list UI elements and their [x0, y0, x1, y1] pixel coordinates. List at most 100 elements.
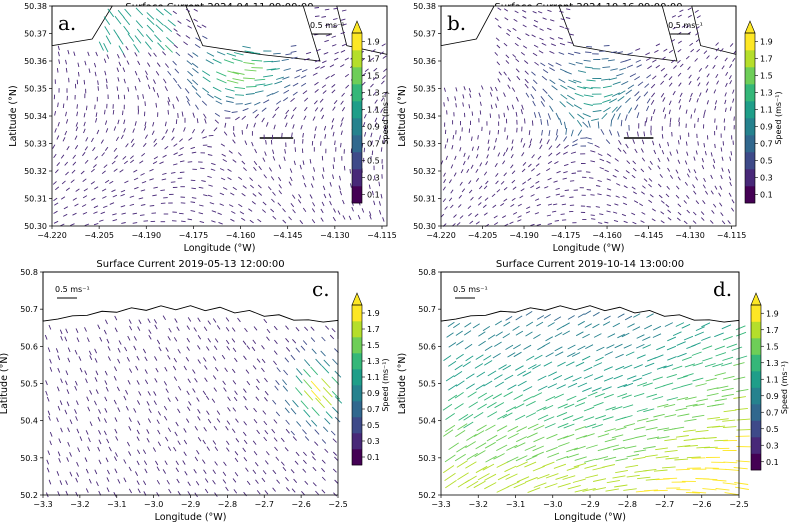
- scale-label: 0.5 ms⁻¹: [453, 285, 488, 294]
- vector-arrow: [565, 190, 569, 191]
- vector-arrow: [113, 110, 114, 115]
- vector-arrow: [591, 215, 595, 216]
- panel-letter: d.: [713, 277, 732, 301]
- colorbar-tick-label: 1.7: [367, 55, 380, 64]
- x-tick-label: −3.1: [107, 500, 126, 509]
- colorbar-tick-label: 0.1: [760, 191, 773, 200]
- y-tick-label: 50.7: [20, 305, 38, 314]
- colorbar-segment: [352, 305, 362, 321]
- y-tick-label: 50.6: [418, 342, 436, 351]
- colorbar-segment: [352, 433, 362, 449]
- x-tick-label: −3.0: [543, 500, 562, 509]
- y-tick-label: 50.34: [24, 112, 47, 121]
- vector-arrow: [364, 148, 365, 152]
- colorbar-tick-label: 0.7: [367, 405, 380, 414]
- colorbar-tick-label: 1.5: [367, 341, 380, 350]
- vector-arrow: [724, 119, 725, 123]
- vector-arrow: [168, 110, 169, 115]
- colorbar-label: Speed (ms⁻¹): [774, 91, 783, 144]
- chart-title: Surface Current 2019-05-13 12:00:00: [96, 259, 284, 270]
- colorbar-segment: [352, 101, 362, 118]
- x-axis-label: Longitude (°W): [184, 243, 256, 254]
- vector-arrow: [315, 16, 320, 17]
- x-tick-label: −3.1: [506, 500, 525, 509]
- vector-arrow: [662, 134, 663, 138]
- chart-panel-4: Surface Current 2019-10-14 13:00:000.5 m…: [397, 259, 789, 523]
- colorbar-segment: [751, 305, 761, 322]
- colorbar-segment: [745, 50, 755, 67]
- y-tick-label: 50.37: [413, 30, 436, 39]
- y-tick-label: 50.4: [418, 417, 436, 426]
- panel-letter: a.: [58, 11, 76, 35]
- vector-arrow: [444, 102, 445, 106]
- y-tick-label: 50.2: [20, 491, 38, 500]
- vector-arrow: [171, 182, 176, 183]
- x-tick-label: −2.9: [181, 500, 200, 509]
- colorbar-tick-label: 0.7: [766, 408, 779, 417]
- vector-arrow: [676, 469, 690, 470]
- colorbar-tick-label: 0.1: [766, 458, 779, 467]
- x-tick-label: −2.7: [655, 500, 674, 509]
- colorbar-tick-label: 0.3: [760, 174, 773, 183]
- x-axis-label: Longitude (°W): [554, 512, 626, 523]
- vector-arrow: [63, 104, 64, 108]
- colorbar-segment: [352, 152, 362, 169]
- vector-arrow: [586, 172, 590, 173]
- colorbar-tick-label: 1.9: [760, 38, 773, 47]
- vector-arrow: [698, 141, 699, 145]
- colorbar-tick-label: 0.9: [760, 123, 773, 132]
- vector-arrow: [145, 101, 146, 106]
- vector-arrow: [593, 104, 602, 105]
- colorbar-tick-label: 1.7: [766, 326, 779, 335]
- colorbar-tick-label: 0.7: [367, 140, 380, 149]
- colorbar-tick-label: 1.5: [367, 72, 380, 81]
- panel-letter: c.: [312, 277, 330, 301]
- vector-arrow: [57, 68, 58, 73]
- y-tick-label: 50.30: [413, 222, 436, 231]
- x-tick-label: −4.130: [675, 231, 705, 240]
- vector-arrow: [282, 133, 283, 138]
- vector-arrow: [315, 8, 320, 9]
- vector-arrow: [95, 105, 96, 110]
- colorbar-tick-label: 1.9: [367, 309, 380, 318]
- y-tick-label: 50.4: [20, 417, 38, 426]
- colorbar-segment: [352, 169, 362, 186]
- x-tick-label: −4.190: [509, 231, 539, 240]
- x-tick-label: −4.130: [320, 231, 350, 240]
- y-axis-label: Latitude (°N): [397, 85, 408, 146]
- vector-arrow: [179, 213, 184, 214]
- colorbar-extend: [751, 293, 761, 305]
- y-tick-label: 50.5: [20, 380, 38, 389]
- vector-arrow: [490, 131, 491, 135]
- y-tick-label: 50.35: [413, 85, 436, 94]
- vector-arrow: [105, 110, 106, 115]
- colorbar-segment: [751, 454, 761, 471]
- x-tick-label: −2.7: [255, 500, 274, 509]
- colorbar-tick-label: 1.9: [367, 38, 380, 47]
- vector-arrow: [178, 113, 179, 118]
- vector-arrow: [654, 490, 668, 491]
- colorbar-segment: [751, 322, 761, 339]
- colorbar-segment: [745, 33, 755, 50]
- colorbar-segment: [352, 385, 362, 401]
- y-tick-label: 50.32: [24, 167, 47, 176]
- colorbar-segment: [352, 67, 362, 84]
- vector-arrow: [734, 117, 735, 121]
- vector-arrow: [200, 168, 204, 169]
- y-tick-label: 50.3: [418, 454, 436, 463]
- x-tick-label: −4.220: [426, 231, 456, 240]
- scale-label: 0.5 ms⁻¹: [310, 21, 345, 30]
- y-tick-label: 50.31: [24, 195, 47, 204]
- colorbar-segment: [352, 401, 362, 417]
- chart-panel-2: Surface Current 2024-10-16 09:00:000.5 m…: [397, 2, 783, 254]
- colorbar-segment: [352, 369, 362, 385]
- colorbar-segment: [751, 355, 761, 372]
- vector-arrow: [737, 430, 751, 431]
- x-tick-label: −4.160: [592, 231, 622, 240]
- colorbar-tick-label: 0.9: [367, 123, 380, 132]
- vector-arrow: [341, 143, 342, 147]
- vector-arrow: [188, 162, 193, 163]
- colorbar-tick-label: 0.5: [367, 421, 380, 430]
- x-tick-label: −2.8: [218, 500, 237, 509]
